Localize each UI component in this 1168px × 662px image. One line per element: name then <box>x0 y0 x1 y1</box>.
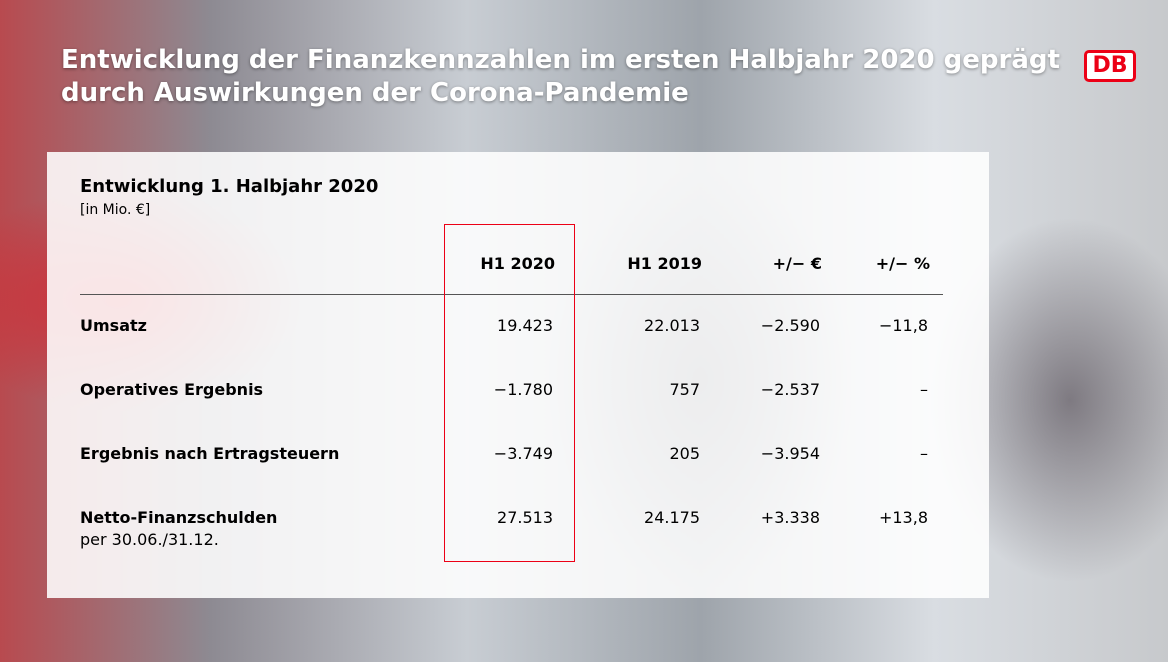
slide-title: Entwicklung der Finanzkennzahlen im erst… <box>61 44 1060 110</box>
cell-value: 24.175 <box>644 508 700 527</box>
table-title: Entwicklung 1. Halbjahr 2020 <box>80 176 378 197</box>
cell-value: −3.749 <box>494 444 553 463</box>
row-label: Umsatz <box>80 316 147 335</box>
cell-value: – <box>920 444 928 463</box>
cell-value: 205 <box>669 444 700 463</box>
row-label: Operatives Ergebnis <box>80 380 263 399</box>
cell-value: – <box>920 380 928 399</box>
column-header: +/− % <box>876 254 930 273</box>
cell-value: −1.780 <box>494 380 553 399</box>
cell-value: −3.954 <box>761 444 820 463</box>
cell-value: +3.338 <box>761 508 820 527</box>
row-label: Netto-Finanzschulden <box>80 508 277 527</box>
title-line: Entwicklung der Finanzkennzahlen im erst… <box>61 44 1060 77</box>
cell-value: 22.013 <box>644 316 700 335</box>
cell-value: 19.423 <box>497 316 553 335</box>
title-line: durch Auswirkungen der Corona-Pandemie <box>61 77 1060 110</box>
slide: Entwicklung der Finanzkennzahlen im erst… <box>0 0 1168 662</box>
cell-value: −2.590 <box>761 316 820 335</box>
row-label: Ergebnis nach Ertragsteuern <box>80 444 339 463</box>
cell-value: −11,8 <box>879 316 928 335</box>
cell-value: −2.537 <box>761 380 820 399</box>
column-header: H1 2020 <box>480 254 555 273</box>
cell-value: 27.513 <box>497 508 553 527</box>
table-unit: [in Mio. €] <box>80 202 150 218</box>
cell-value: +13,8 <box>879 508 928 527</box>
db-logo: DB <box>1084 50 1136 82</box>
column-header: H1 2019 <box>627 254 702 273</box>
column-header: +/− € <box>773 254 822 273</box>
cell-value: 757 <box>669 380 700 399</box>
row-sublabel: per 30.06./31.12. <box>80 530 219 549</box>
